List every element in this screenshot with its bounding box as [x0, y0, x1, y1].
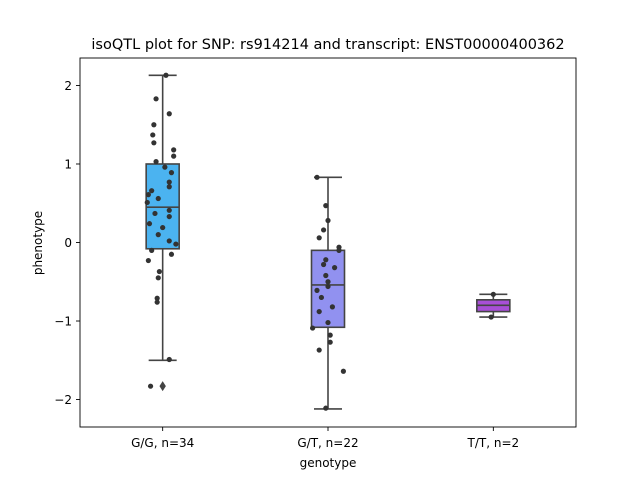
data-point — [332, 265, 338, 271]
data-point — [149, 188, 155, 194]
data-point — [171, 153, 177, 159]
data-point — [154, 295, 160, 301]
data-point — [327, 339, 333, 345]
data-point — [318, 294, 324, 301]
data-point — [153, 96, 159, 102]
x-tick-label: G/G, n=34 — [131, 436, 194, 450]
data-point — [340, 368, 346, 374]
data-point — [166, 184, 172, 190]
data-point — [166, 111, 172, 117]
data-point — [145, 257, 151, 264]
data-point — [151, 122, 157, 128]
data-point — [325, 217, 331, 224]
data-point — [321, 261, 327, 268]
plot-area: −2 −1 0 1 2 G/G, n=34 G/T, n=22 T/T, n=2 — [54, 57, 577, 450]
data-point — [153, 159, 159, 165]
data-point — [162, 164, 168, 170]
data-point — [327, 332, 333, 338]
data-point — [155, 275, 161, 281]
data-point — [160, 224, 166, 231]
data-point — [168, 251, 175, 257]
data-point — [490, 291, 496, 297]
data-point — [323, 405, 329, 411]
y-tick-label: −2 — [54, 393, 72, 407]
data-point — [316, 347, 322, 353]
chart-title: isoQTL plot for SNP: rs914214 and transc… — [91, 37, 564, 53]
y-tick-label: −1 — [54, 315, 72, 329]
data-point — [329, 304, 335, 310]
data-point — [145, 192, 151, 198]
y-tick-label: 0 — [64, 236, 72, 250]
data-point — [316, 308, 322, 315]
data-point — [325, 279, 331, 285]
x-axis-label: genotype — [300, 456, 357, 470]
data-point — [325, 319, 331, 326]
x-tick-label: G/T, n=22 — [297, 436, 358, 450]
x-tick-label: T/T, n=2 — [467, 436, 520, 450]
data-point — [147, 383, 154, 389]
y-axis-label: phenotype — [31, 211, 45, 275]
y-tick-label: 1 — [64, 157, 72, 171]
data-point — [146, 221, 153, 227]
data-point — [166, 207, 172, 213]
data-point — [166, 213, 172, 220]
data-point — [325, 283, 331, 290]
data-point — [154, 299, 160, 305]
data-point — [316, 235, 322, 241]
data-point — [151, 140, 157, 146]
data-point — [173, 241, 179, 247]
data-point — [488, 314, 494, 320]
data-point — [166, 238, 172, 244]
y-tick-label: 2 — [64, 79, 72, 93]
data-point — [323, 257, 329, 263]
data-point — [323, 272, 329, 279]
data-point — [321, 227, 327, 233]
data-point — [166, 179, 172, 185]
data-point — [163, 72, 169, 78]
data-point — [310, 325, 316, 331]
data-point — [152, 210, 158, 217]
data-point — [156, 268, 162, 275]
outlier-marker — [159, 381, 166, 392]
data-point — [155, 195, 161, 202]
data-point — [168, 170, 175, 176]
data-point — [150, 132, 156, 138]
data-point — [149, 247, 155, 253]
data-point — [166, 356, 172, 363]
data-point — [314, 174, 320, 180]
data-point — [314, 287, 320, 293]
data-point — [323, 203, 329, 209]
data-point — [144, 199, 150, 206]
data-point — [171, 147, 177, 153]
data-point — [155, 232, 161, 238]
data-point — [336, 247, 342, 253]
